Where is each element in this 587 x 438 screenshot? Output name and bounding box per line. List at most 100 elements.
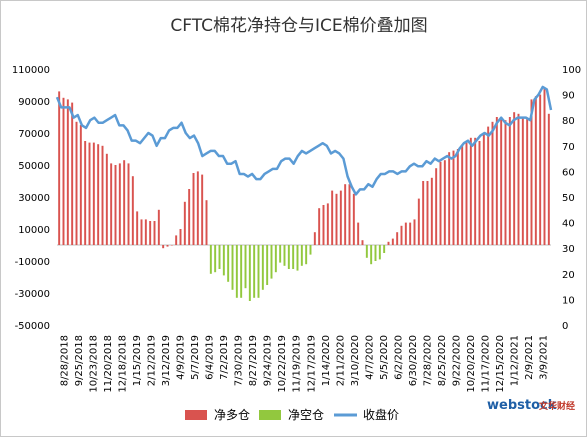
net-long-bar <box>435 168 438 245</box>
x-tick-label: 3/12/2019 <box>161 335 172 386</box>
right-tick-label: 40 <box>562 219 575 230</box>
net-short-bar <box>274 245 277 273</box>
x-tick-label: 12/15/2020 <box>495 335 506 393</box>
net-long-bar <box>101 145 104 245</box>
net-short-bar <box>166 245 169 247</box>
net-long-bar <box>543 88 546 245</box>
net-long-bar <box>361 240 364 245</box>
x-tick-label: 6/2/2020 <box>393 335 404 380</box>
right-tick-label: 90 <box>562 91 575 102</box>
left-tick-label: 90000 <box>18 97 50 108</box>
right-tick-label: 20 <box>562 270 575 281</box>
net-short-bar <box>244 245 247 289</box>
x-tick-label: 5/7/2019 <box>190 335 201 380</box>
net-long-bar <box>409 222 412 245</box>
net-long-bar <box>422 181 425 245</box>
net-long-bar <box>62 97 65 245</box>
net-long-bar <box>443 160 446 245</box>
net-long-bar <box>71 102 74 245</box>
x-tick-label: 2/11/2020 <box>335 335 346 386</box>
net-short-bar <box>218 245 221 269</box>
net-short-bar <box>300 245 303 266</box>
net-long-bar <box>136 211 139 245</box>
net-short-bar <box>240 245 243 298</box>
left-tick-label: 30000 <box>18 193 50 204</box>
net-long-bar <box>491 121 494 245</box>
net-long-bar <box>465 142 468 245</box>
left-tick-label: 50000 <box>18 161 50 172</box>
net-short-bar <box>266 245 269 285</box>
net-long-bar <box>170 245 173 246</box>
net-short-bar <box>279 245 282 263</box>
net-short-bar <box>374 245 377 261</box>
net-short-bar <box>209 245 212 274</box>
net-long-bar <box>534 96 537 245</box>
net-long-bar <box>539 94 542 245</box>
net-short-bar <box>383 245 386 253</box>
net-long-bar <box>530 99 533 246</box>
right-axis: 0 10 20 30 40 50 60 70 80 90 100 <box>562 65 581 332</box>
net-long-bar <box>344 184 347 245</box>
net-long-bar <box>495 117 498 245</box>
net-long-bar <box>474 137 477 245</box>
net-long-bar <box>526 118 529 245</box>
net-short-bar <box>162 245 165 249</box>
net-long-bar <box>331 190 334 245</box>
net-long-bar <box>469 137 472 245</box>
x-tick-label: 8/25/2020 <box>437 335 448 386</box>
net-long-bar <box>322 205 325 245</box>
net-long-bar <box>448 152 451 245</box>
net-short-bar <box>309 245 312 255</box>
net-short-bar <box>235 245 238 298</box>
net-long-bar <box>175 235 178 245</box>
right-tick-label: 30 <box>562 244 575 255</box>
x-tick-label: 7/2/2019 <box>219 335 230 380</box>
net-long-bar <box>97 144 100 245</box>
net-long-bar <box>318 208 321 245</box>
net-long-bar <box>391 238 394 245</box>
net-short-bar <box>296 245 299 271</box>
net-long-bar <box>192 173 195 245</box>
net-long-bar <box>140 219 143 245</box>
x-tick-label: 2/9/2021 <box>524 335 535 380</box>
net-short-bar <box>227 245 230 282</box>
net-short-bar <box>253 245 256 298</box>
left-tick-label: 110000 <box>12 65 50 76</box>
net-long-bar <box>313 232 316 245</box>
net-long-bar <box>157 209 160 245</box>
net-long-bar <box>335 193 338 245</box>
x-tick-label: 8/28/2018 <box>59 335 70 386</box>
net-long-bar <box>504 120 507 245</box>
net-long-bar <box>179 229 182 245</box>
left-axis: -50000 -30000 -10000 10000 30000 50000 70000 90… <box>12 65 50 332</box>
net-long-bar <box>153 221 156 245</box>
x-tick-label: 8/27/2019 <box>248 335 259 386</box>
legend: 净多仓 净空仓 收盘价 <box>185 407 399 422</box>
net-short-bar <box>283 245 286 266</box>
right-tick-label: 10 <box>562 295 575 306</box>
net-long-bar <box>149 221 152 245</box>
net-long-bar <box>487 126 490 245</box>
legend-label-close-price: 收盘价 <box>363 407 399 422</box>
x-tick-label: 11/19/2019 <box>292 335 303 393</box>
legend-label-net-long: 净多仓 <box>214 408 250 422</box>
net-short-bar <box>270 245 273 279</box>
right-tick-label: 80 <box>562 116 575 127</box>
x-tick-label: 10/23/2018 <box>88 335 99 393</box>
net-long-bar <box>123 160 126 245</box>
net-long-bar <box>517 113 520 245</box>
net-long-bar <box>400 225 403 245</box>
net-short-bar <box>370 245 373 265</box>
net-short-bar <box>378 245 381 260</box>
net-long-bar <box>500 117 503 245</box>
net-long-bar <box>478 141 481 245</box>
net-long-bar <box>144 219 147 245</box>
net-long-bar <box>339 190 342 245</box>
net-long-bar <box>196 171 199 245</box>
net-long-bar <box>456 149 459 245</box>
x-tick-label: 10/20/2020 <box>466 335 477 393</box>
net-long-bar <box>84 141 87 245</box>
x-tick-label: 11/17/2020 <box>481 335 492 393</box>
net-short-bar <box>287 245 290 269</box>
x-tick-label: 4/7/2020 <box>364 335 375 380</box>
